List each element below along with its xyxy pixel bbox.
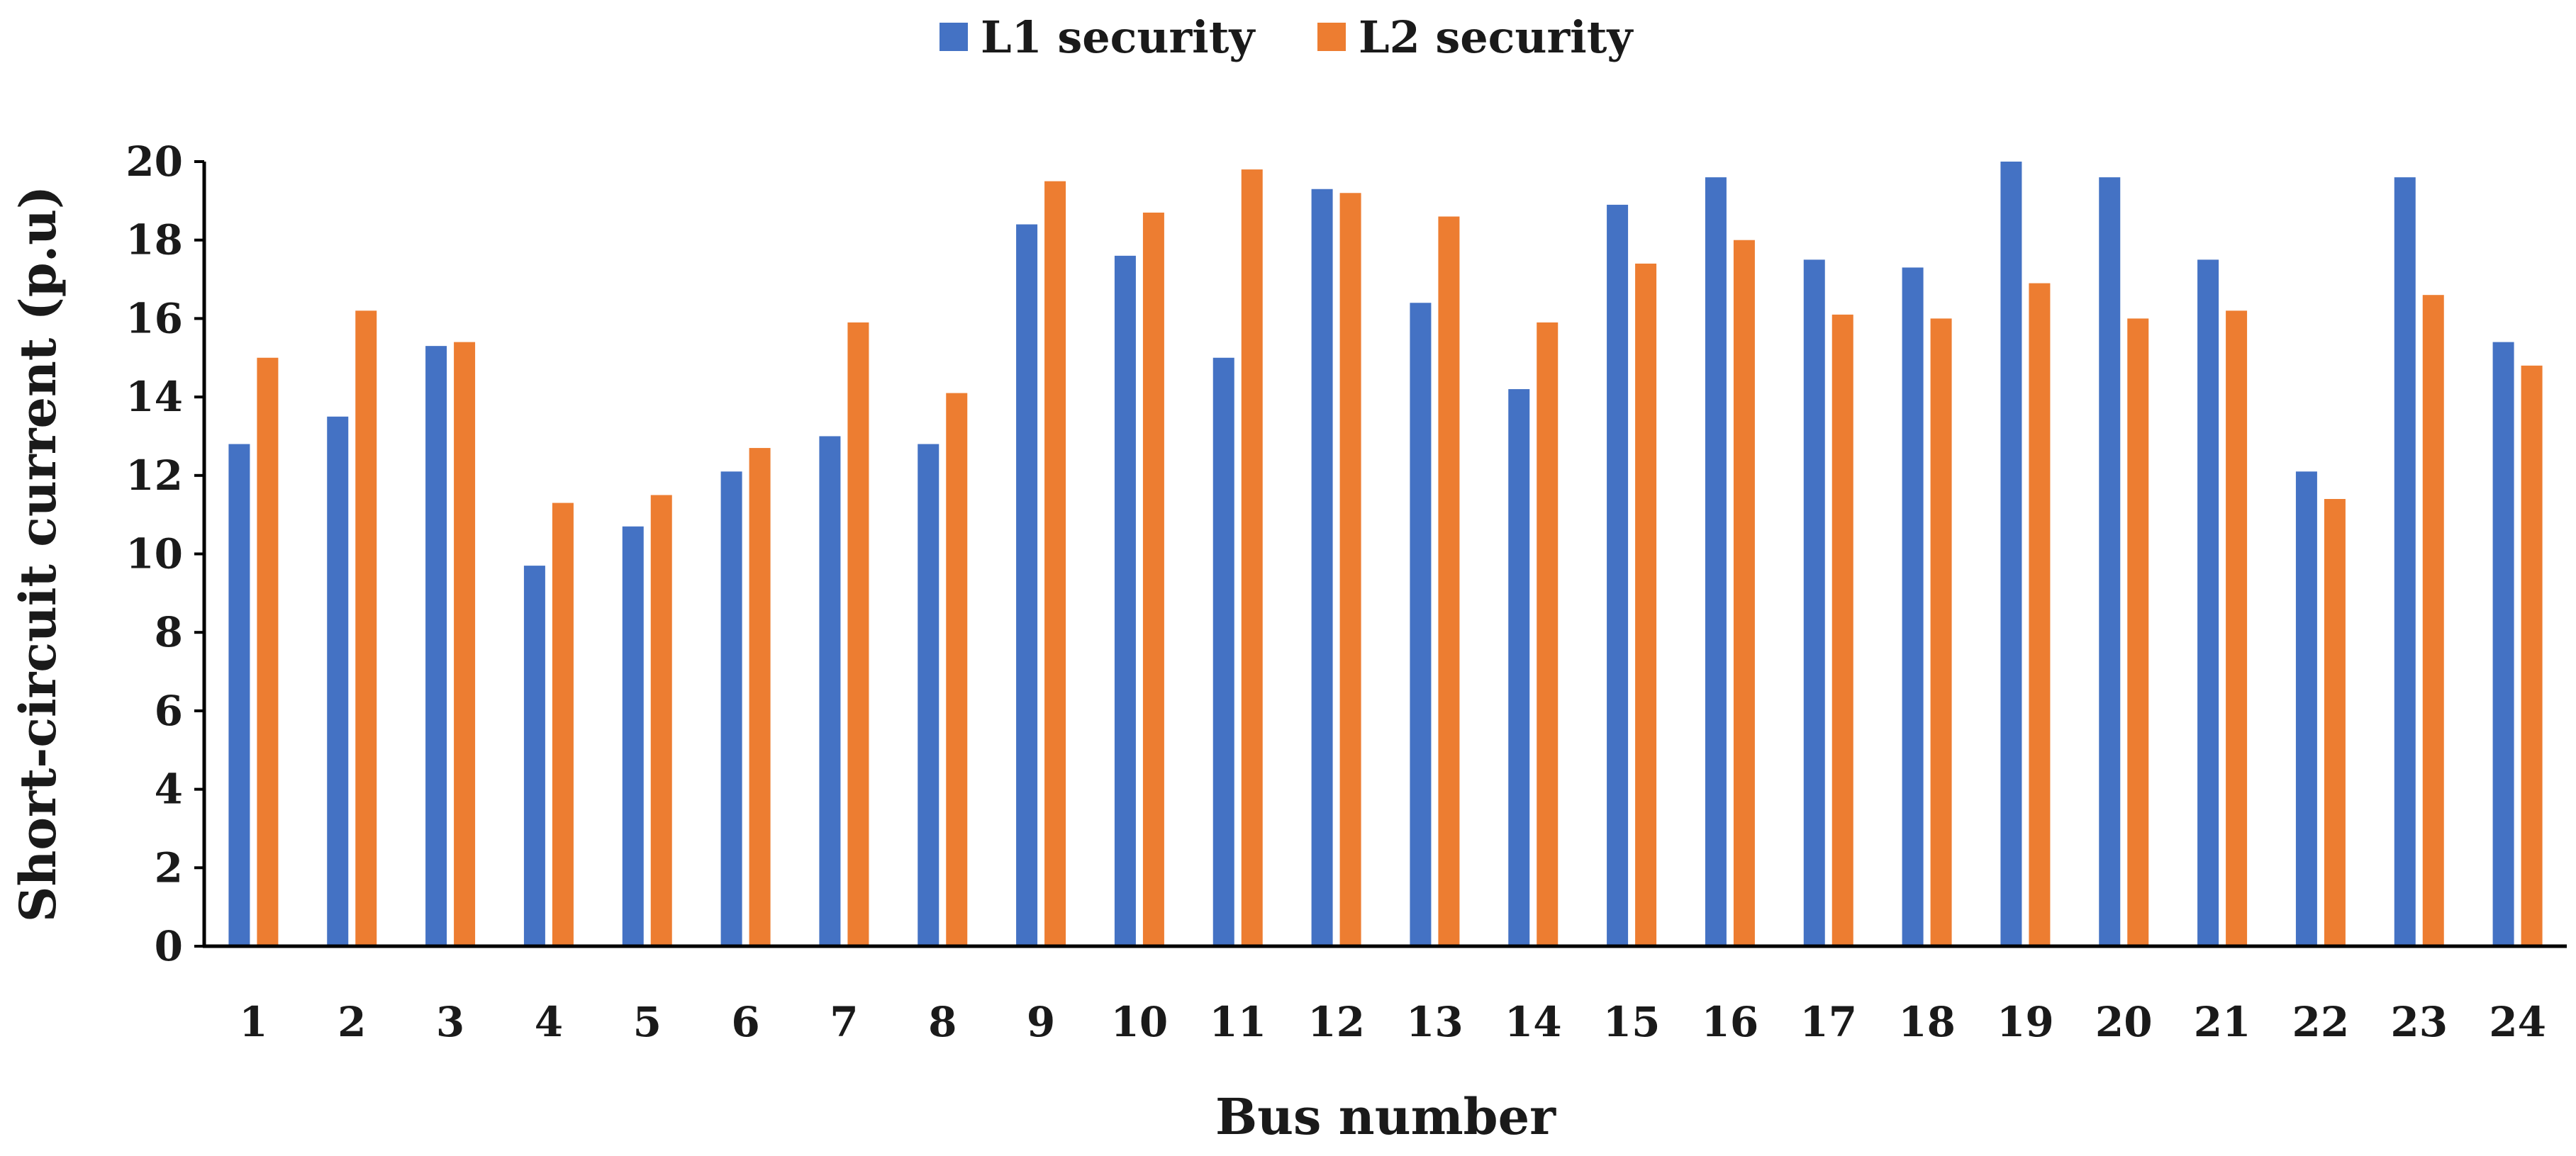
- bar-l2-security-21: [2226, 310, 2248, 947]
- bar-l1-security-15: [1607, 204, 1629, 946]
- bar-l2-security-17: [1831, 314, 1853, 946]
- bar-l1-security-9: [1016, 224, 1038, 946]
- x-tick-label: 4: [535, 998, 563, 1046]
- bar-l1-security-17: [1803, 259, 1825, 946]
- bar-l2-security-16: [1733, 240, 1755, 946]
- y-tick-label: 8: [155, 608, 183, 656]
- bar-l1-security-10: [1114, 255, 1136, 947]
- bar-l1-security-1: [228, 444, 250, 946]
- x-tick-label: 3: [436, 998, 464, 1046]
- bars: [228, 162, 2543, 947]
- y-tick-label: 0: [155, 922, 183, 970]
- bar-l2-security-1: [257, 357, 279, 946]
- bar-l2-security-15: [1635, 263, 1657, 946]
- bar-l2-security-23: [2422, 295, 2444, 946]
- x-tick-label: 18: [1898, 998, 1956, 1046]
- bar-l1-security-22: [2295, 471, 2317, 946]
- bar-l1-security-7: [819, 436, 841, 946]
- bar-l1-security-8: [918, 444, 939, 946]
- x-tick-label: 24: [2489, 998, 2546, 1046]
- y-tick-label: 2: [155, 843, 183, 892]
- bar-l1-security-3: [425, 346, 447, 946]
- bar-l2-security-18: [1930, 318, 1952, 946]
- bar-l1-security-2: [327, 416, 349, 946]
- bar-l2-security-7: [847, 322, 869, 946]
- bar-l2-security-24: [2521, 365, 2543, 946]
- bar-l1-security-6: [720, 471, 742, 946]
- x-tick-label: 15: [1603, 998, 1661, 1046]
- bar-l2-security-6: [749, 448, 771, 946]
- legend-label: L1 security: [981, 11, 1256, 63]
- x-tick-label: 14: [1505, 998, 1562, 1046]
- bar-l1-security-13: [1410, 303, 1432, 946]
- x-tick-label: 20: [2095, 998, 2153, 1046]
- bar-l1-security-19: [2000, 162, 2022, 946]
- bar-l1-security-20: [2099, 177, 2121, 946]
- bar-l2-security-20: [2127, 318, 2149, 946]
- y-tick-label: 6: [155, 687, 183, 735]
- bar-l2-security-4: [552, 503, 574, 946]
- bar-l1-security-21: [2197, 259, 2219, 946]
- x-tick-label: 7: [830, 998, 858, 1046]
- x-tick-label: 16: [1702, 998, 1759, 1046]
- x-tick-label: 12: [1307, 998, 1365, 1046]
- x-tick-label: 13: [1406, 998, 1463, 1046]
- y-axis-title: Short-circuit current (p.u): [9, 186, 67, 922]
- bar-l1-security-24: [2492, 342, 2514, 946]
- bar-l2-security-13: [1438, 216, 1460, 946]
- bar-l2-security-3: [454, 342, 476, 946]
- bar-l1-security-14: [1508, 389, 1530, 946]
- x-tick-label: 8: [928, 998, 957, 1046]
- bar-l2-security-22: [2324, 499, 2346, 946]
- bar-l1-security-12: [1311, 189, 1333, 946]
- y-tick-label: 12: [126, 451, 183, 500]
- x-axis-title: Bus number: [1215, 1087, 1556, 1146]
- y-tick-label: 10: [126, 530, 183, 578]
- x-tick-label: 23: [2390, 998, 2448, 1046]
- bar-l2-security-19: [2029, 283, 2051, 947]
- bar-l2-security-9: [1044, 181, 1066, 946]
- y-tick-label: 20: [126, 138, 183, 186]
- legend: L1 security L2 security: [939, 11, 1634, 63]
- y-tick-label: 14: [126, 373, 183, 421]
- bar-l2-security-14: [1537, 322, 1559, 946]
- x-tick-label: 9: [1027, 998, 1055, 1046]
- y-tick-label: 16: [126, 294, 183, 342]
- bar-l2-security-12: [1339, 193, 1361, 946]
- x-tick-label: 10: [1111, 998, 1169, 1046]
- bar-l2-security-5: [650, 495, 672, 946]
- legend-swatch-l2-security: [1317, 23, 1346, 51]
- y-axis-ticks: 0 2 4 6 8 10 12 14 16 18 20: [126, 138, 204, 970]
- legend-swatch-l1-security: [939, 23, 968, 51]
- bar-l2-security-10: [1142, 212, 1164, 947]
- bar-l2-security-11: [1241, 169, 1263, 946]
- bar-l1-security-23: [2394, 177, 2416, 946]
- x-tick-label: 5: [633, 998, 662, 1046]
- x-tick-label: 22: [2292, 998, 2350, 1046]
- bar-l2-security-2: [355, 310, 377, 947]
- x-tick-label: 17: [1800, 998, 1857, 1046]
- bar-l1-security-5: [622, 526, 644, 946]
- x-tick-label: 19: [1997, 998, 2054, 1046]
- x-tick-label: 1: [239, 998, 267, 1046]
- bar-l1-security-11: [1212, 357, 1234, 946]
- y-tick-label: 18: [126, 216, 183, 264]
- bar-l1-security-18: [1902, 267, 1924, 946]
- bar-l1-security-4: [523, 566, 545, 946]
- x-tick-label: 11: [1209, 998, 1266, 1046]
- x-tick-label: 2: [338, 998, 366, 1046]
- x-tick-label: 21: [2194, 998, 2251, 1046]
- x-axis-ticks: 1 2 3 4 5 6 7 8 9 10 11 12 13 14 15 16 17 18 19 20 21 22 23 24: [239, 998, 2546, 1046]
- legend-label: L2 security: [1359, 11, 1634, 63]
- y-tick-label: 4: [155, 765, 183, 814]
- bar-l2-security-8: [946, 393, 968, 946]
- bar-l1-security-16: [1705, 177, 1727, 946]
- x-tick-label: 6: [731, 998, 759, 1046]
